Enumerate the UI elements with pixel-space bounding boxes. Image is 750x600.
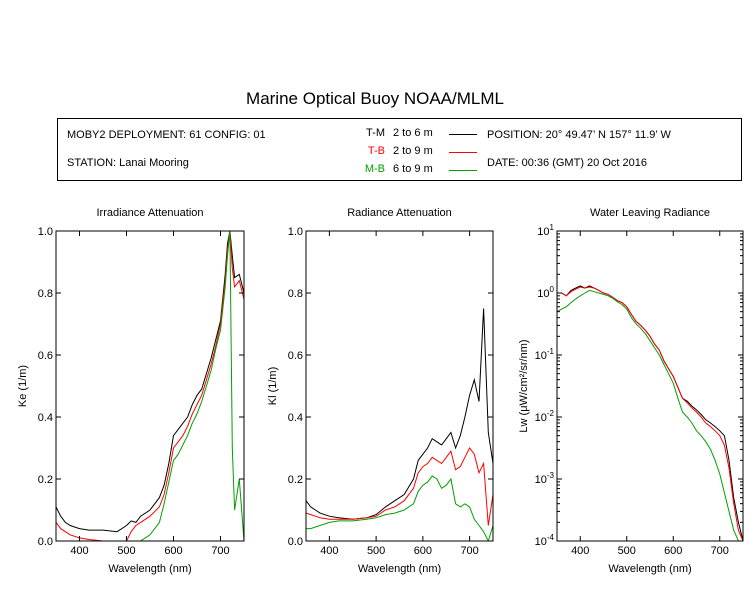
plot-frame [556, 230, 744, 542]
x-tick-label: 500 [618, 545, 636, 557]
page-title: Marine Optical Buoy NOAA/MLML [246, 89, 504, 108]
tick-exponent: -1 [547, 347, 555, 356]
plot-frame [55, 230, 245, 542]
tick-exponent: -2 [547, 409, 555, 418]
y-tick-label: 100 [537, 285, 554, 300]
position-label: POSITION: 20° 49.47’ N 157° 11.9’ W [487, 129, 671, 141]
series-line-t-m [56, 231, 244, 533]
chart-panel: Radiance Attenuation 400 500 600 700 0.0 0.2 0.… [267, 207, 494, 575]
tick-exponent: 0 [550, 285, 555, 294]
chart-panel: Irradiance Attenuation 400 500 600 700 0.0 0.2… [17, 207, 245, 575]
y-tick-label: 0.6 [288, 350, 303, 362]
chart-title: Water Leaving Radiance [590, 207, 710, 219]
tick-base: 10 [535, 536, 547, 548]
info-box: MOBY2 DEPLOYMENT: 61 CONFIG: 01 STATION:… [57, 118, 742, 181]
y-tick-label: 10-2 [535, 409, 555, 424]
x-tick-label: 400 [70, 545, 88, 557]
series-line-t-b [557, 286, 743, 541]
tick-base: 10 [537, 226, 549, 238]
tick-base: 10 [535, 350, 547, 362]
y-axis-label: Kl (1/m) [267, 367, 279, 406]
tick-exponent: 1 [550, 223, 555, 232]
deployment-label: MOBY2 DEPLOYMENT: 61 CONFIG: 01 [67, 129, 266, 141]
tick-base: 10 [535, 412, 547, 424]
y-tick-label: 0.4 [38, 412, 53, 424]
y-tick-label: 101 [537, 223, 554, 238]
series-line-m-b [557, 289, 743, 541]
station-label: STATION: Lanai Mooring [67, 157, 189, 169]
y-tick-label: 10-3 [535, 471, 555, 486]
tick-base: 10 [537, 288, 549, 300]
y-tick-label: 0.0 [38, 536, 53, 548]
legend-code: T-M [366, 127, 385, 139]
series-group [56, 231, 244, 541]
x-axis-label: Wavelength (nm) [608, 563, 691, 575]
y-axis-label: Ke (1/m) [17, 365, 29, 407]
legend-line [449, 170, 477, 171]
series-line-t-b [56, 231, 244, 541]
y-axis-label: Lw (μW/cm²/sr/nm) [518, 339, 530, 432]
x-tick-label: 600 [414, 545, 432, 557]
y-tick-label: 0.0 [288, 536, 303, 548]
y-tick-label: 1.0 [38, 226, 53, 238]
x-tick-label: 700 [460, 545, 478, 557]
y-tick-label: 1.0 [288, 226, 303, 238]
series-line-t-b [306, 447, 493, 526]
legend-range: 2 to 6 m [393, 127, 433, 139]
y-tick-label: 0.8 [38, 288, 53, 300]
chart-title: Radiance Attenuation [347, 207, 452, 219]
legend-range: 2 to 9 m [393, 145, 433, 157]
tick-exponent: -4 [547, 533, 555, 542]
y-tick-label: 10-1 [535, 347, 555, 362]
legend-code: M-B [364, 163, 385, 175]
y-tick-label: 0.2 [38, 474, 53, 486]
x-tick-label: 600 [664, 545, 682, 557]
y-tick-label: 0.6 [38, 350, 53, 362]
plot-frame [305, 230, 494, 542]
chart-title: Irradiance Attenuation [96, 207, 203, 219]
date-label: DATE: 00:36 (GMT) 20 Oct 2016 [487, 157, 647, 169]
series-line-t-m [557, 285, 743, 541]
series-line-t-m [306, 308, 493, 520]
series-line-m-b [56, 231, 244, 541]
legend-line [449, 134, 477, 135]
series-group [557, 285, 743, 541]
x-tick-label: 700 [711, 545, 729, 557]
y-tick-label: 0.8 [288, 288, 303, 300]
y-tick-label: 10-4 [535, 533, 555, 548]
x-tick-label: 500 [367, 545, 385, 557]
x-tick-label: 400 [320, 545, 338, 557]
y-tick-label: 0.2 [288, 474, 303, 486]
legend-line [449, 152, 477, 153]
x-tick-label: 500 [117, 545, 135, 557]
tick-base: 10 [535, 474, 547, 486]
x-tick-label: 700 [211, 545, 229, 557]
x-tick-label: 400 [571, 545, 589, 557]
series-line-m-b [306, 475, 493, 541]
x-tick-label: 600 [164, 545, 182, 557]
x-axis-label: Wavelength (nm) [358, 563, 441, 575]
legend-range: 6 to 9 m [393, 163, 433, 175]
tick-exponent: -3 [547, 471, 555, 480]
series-group [306, 308, 493, 541]
legend-code: T-B [367, 145, 385, 157]
x-axis-label: Wavelength (nm) [108, 563, 191, 575]
y-tick-label: 0.4 [288, 412, 303, 424]
